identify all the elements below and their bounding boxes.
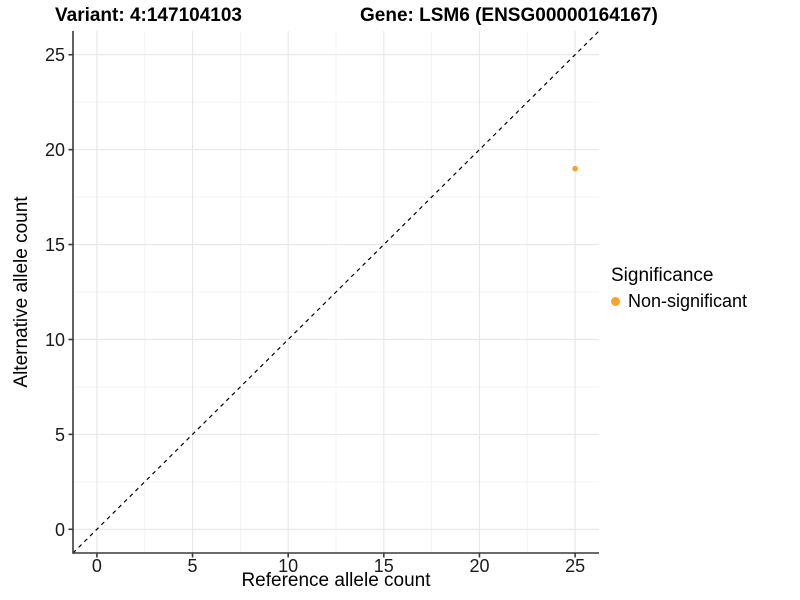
plot-title-gene: Gene: LSM6 (ENSG00000164167)	[360, 5, 658, 26]
y-axis-title: Alternative allele count	[11, 196, 32, 388]
identity-line	[72, 30, 600, 554]
y-tick-label: 25	[45, 45, 65, 65]
y-tick-label: 5	[55, 425, 65, 445]
x-tick-label: 15	[374, 556, 394, 576]
legend: Significance Non-significant	[611, 265, 747, 312]
x-tick-label: 25	[565, 556, 585, 576]
axis-lines-group	[72, 31, 599, 554]
legend-entry-non-significant: Non-significant	[611, 291, 747, 312]
legend-entry-label: Non-significant	[628, 291, 748, 311]
grid-minor-lines	[73, 31, 599, 553]
y-tick-label: 20	[45, 140, 65, 160]
x-tick-label: 20	[469, 556, 489, 576]
tick-labels-group: 0 5 10 15 20 25 0 5 10 15 20 25	[45, 45, 585, 576]
identity-line-group	[72, 30, 600, 554]
y-tick-label: 10	[45, 330, 65, 350]
data-points-group	[572, 165, 578, 172]
x-axis-title: Reference allele count	[241, 570, 431, 591]
x-tick-label: 5	[188, 556, 198, 576]
grid-major-lines	[73, 31, 599, 553]
data-point	[572, 165, 578, 172]
y-tick-label: 15	[45, 235, 65, 255]
x-tick-label: 0	[92, 556, 102, 576]
y-tick-label: 0	[55, 520, 65, 540]
legend-point-icon	[611, 297, 620, 306]
x-tick-label: 10	[278, 556, 298, 576]
legend-title: Significance	[611, 265, 714, 286]
plot-title-variant: Variant: 4:147104103	[55, 5, 242, 26]
axis-ticks-group	[68, 53, 576, 558]
